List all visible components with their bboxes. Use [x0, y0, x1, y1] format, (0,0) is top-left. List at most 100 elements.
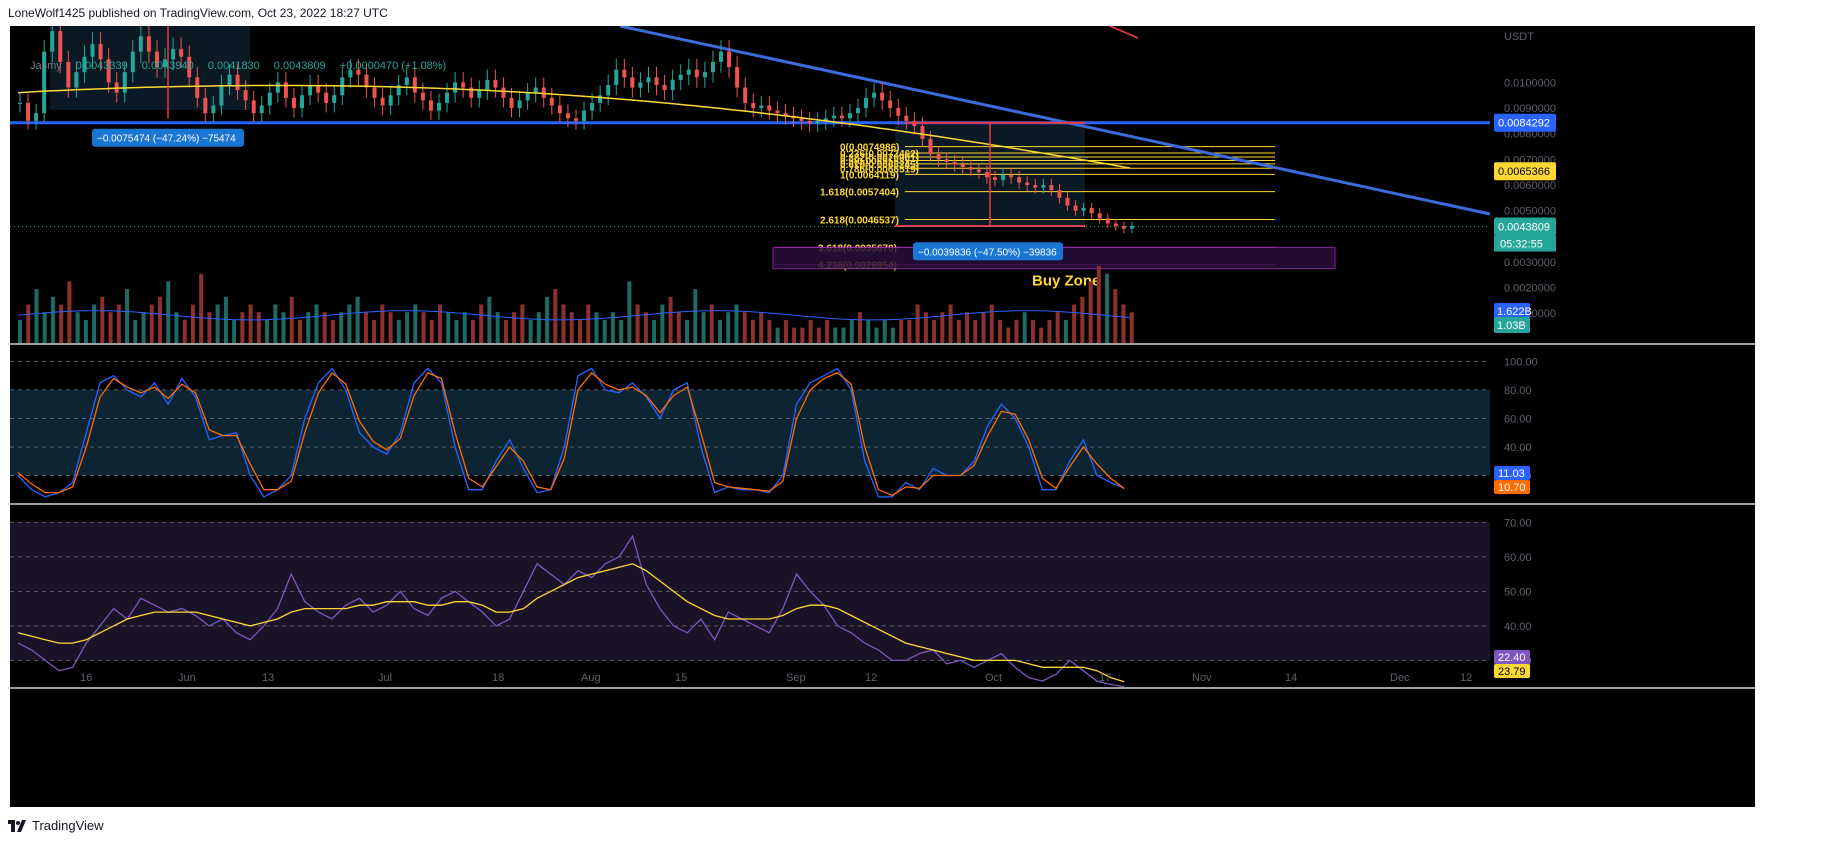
candle-body [66, 61, 71, 88]
volume-bar [643, 312, 648, 343]
volume-bar [882, 319, 887, 343]
volume-bar [1088, 281, 1093, 343]
measure-label: −0.0075474 (−47.24%) −75474 [97, 134, 236, 145]
candle-body [1025, 182, 1030, 185]
candle-body [138, 36, 143, 52]
chart-area[interactable]: 0.0100000 0.0090000 0.0080000 0.0070000 0.00… [10, 18, 1755, 807]
candle-body [1057, 190, 1062, 198]
volume-bar [314, 304, 319, 343]
volume-bar [520, 304, 525, 343]
volume-bar [141, 312, 146, 343]
tradingview-logo-icon [8, 819, 26, 832]
candle-body [58, 31, 63, 62]
volume-bar [825, 319, 830, 343]
volume-bar [660, 304, 665, 343]
currency-label: USDT [1504, 31, 1534, 43]
osc-tag-text: 11.03 [1498, 468, 1525, 480]
volume-bar [289, 296, 294, 343]
volume-bar [355, 296, 360, 343]
candle-body [445, 92, 450, 103]
trendline [619, 24, 1491, 216]
volume-bar [874, 327, 879, 343]
volume-bar [133, 319, 138, 343]
volume-bar [487, 296, 492, 343]
volume-bar [174, 312, 179, 343]
volume-bar [1055, 312, 1060, 343]
price-tick-label: 0.0050000 [1504, 206, 1556, 218]
volume-bar [610, 312, 615, 343]
volume-bar [125, 289, 130, 343]
volume-bar [34, 289, 39, 343]
candle-body [928, 138, 933, 155]
candle-body [18, 102, 22, 104]
ohlc-close: 0.0043809 [273, 60, 326, 72]
candle-body [501, 87, 506, 98]
volume-tag [1494, 317, 1530, 333]
fib-label: 1(0.0064119) [840, 170, 899, 181]
candle-body [332, 95, 337, 103]
volume-bar [808, 319, 813, 343]
volume-bar [26, 304, 31, 343]
time-tick-label: 12 [1460, 672, 1472, 684]
volume-bar [158, 296, 162, 343]
countdown-text: 05:32:55 [1500, 239, 1543, 251]
volume-bar [742, 312, 747, 343]
candle-body [74, 72, 79, 88]
volume-bar [668, 296, 673, 343]
osc-tag-text: 10.70 [1498, 482, 1526, 494]
candle-body [896, 108, 901, 116]
volume-bar [1121, 304, 1126, 343]
osc-tick-label: 60.00 [1504, 413, 1532, 425]
volume-bar [833, 327, 838, 343]
volume-bar [528, 319, 533, 343]
volume-bar [759, 312, 764, 343]
price-axis-tag [1494, 217, 1556, 236]
volume-bar [421, 312, 426, 343]
osc-band [10, 389, 1490, 476]
candle-body [541, 87, 546, 98]
osc-line-d [17, 371, 1125, 497]
price-axis-tag-text: 0.0065366 [1498, 166, 1550, 178]
volume-bar [1080, 296, 1085, 343]
candle-body [1089, 208, 1094, 214]
fib-label: 0.236(0.0072462) [840, 149, 919, 160]
volume-bar [866, 319, 871, 343]
candle-body [1073, 205, 1078, 211]
candle-body [557, 105, 562, 114]
volume-bar [676, 312, 681, 343]
candle-body [839, 115, 844, 119]
volume-bar [223, 296, 228, 343]
candle-body [598, 95, 603, 103]
candle-body [211, 105, 216, 114]
candle-body [727, 51, 732, 68]
time-tick-label: 14 [1285, 672, 1297, 684]
osc-tick-label: 40.00 [1504, 442, 1532, 454]
volume-bar [339, 312, 344, 343]
volume-bar [915, 304, 920, 343]
volume-bar [693, 289, 698, 343]
volume-bar [446, 312, 451, 343]
volume-bar [923, 312, 928, 343]
candle-body [533, 87, 538, 93]
candle-body [815, 120, 820, 124]
chart-svg[interactable]: 0.01000000.00900000.00800000.00700000.00… [10, 18, 1755, 807]
ohlc-change: +0.0000470 (+1.08%) [339, 60, 447, 72]
candle-body [267, 92, 272, 106]
price-axis-tag [1494, 162, 1556, 181]
volume-bar [347, 304, 352, 343]
candle-body [106, 59, 111, 83]
candle-body [960, 164, 965, 168]
time-tick-label: 18 [492, 672, 504, 684]
candle-body [251, 100, 256, 114]
publisher-header: LoneWolf1425 published on TradingView.co… [8, 6, 388, 20]
measure-label-bg [913, 242, 1063, 261]
volume-bar [75, 312, 80, 343]
brand-name: TradingView [32, 818, 104, 833]
candle-body [775, 110, 780, 114]
time-tick-label: 16 [80, 672, 92, 684]
volume-bar [1039, 327, 1044, 343]
price-tick-label: 0.0020000 [1504, 283, 1556, 295]
volume-bar [800, 327, 805, 343]
ohlc-high: 0.0043940 [141, 60, 194, 72]
price-axis-tag [1494, 113, 1556, 132]
